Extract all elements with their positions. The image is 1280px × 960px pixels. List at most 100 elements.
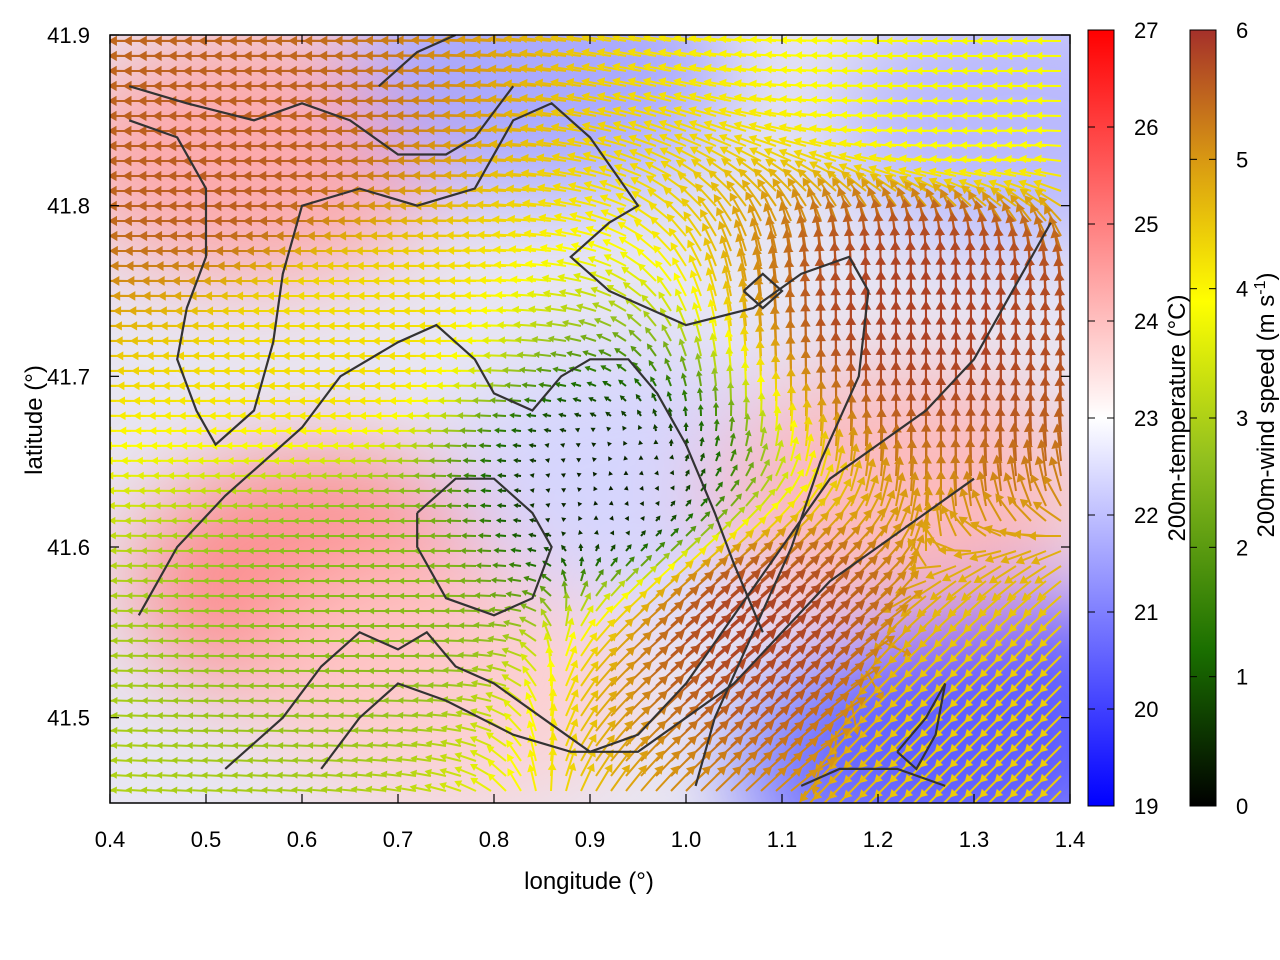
wind-vector-609 [582,165,612,177]
wind-vector-690 [840,171,867,192]
wind-vector-827 [982,191,1002,222]
x-tick-label: 0.4 [95,827,126,852]
wind-vector-1562 [489,397,507,404]
wind-vector-802 [600,209,627,222]
wind-vector-559 [793,149,822,162]
wind-vector-40 [688,35,717,43]
wind-vector-37 [642,35,672,43]
wind-vector-232 [688,77,717,87]
wind-vector-550 [659,147,687,162]
wind-vector-1509 [665,374,672,387]
wind-vector-1572 [651,392,657,402]
x-tick-label: 1.1 [767,827,798,852]
wind-vector-350 [534,108,567,118]
wind-vector-1440 [584,365,597,372]
wind-vector-1576 [712,384,719,402]
wind-vector-99 [611,47,642,57]
wind-vector-1378 [614,347,627,357]
wind-vector-574 [1019,154,1047,164]
wind-vector-573 [1004,154,1032,164]
wind-vector-999 [687,239,702,267]
wind-vector-357 [642,105,672,117]
y-tick-label: 41.7 [47,364,90,389]
x-tick-label: 1.3 [959,827,990,852]
wind-vector-354 [596,106,627,117]
colorbar-tick-label: 1 [1236,665,1248,690]
wind-vector-629 [883,165,912,177]
wind-vector-484 [628,134,657,147]
wind-vector-421 [643,119,672,132]
wind-vector-750 [787,177,807,207]
y-axis-title: latitude (°) [21,365,48,475]
wind-vector-565 [883,153,912,163]
wind-vector-800 [569,211,597,222]
wind-vector-558 [778,148,807,162]
wind-vector-63 [1035,36,1062,46]
wind-vector-1058 [604,269,627,282]
colorbar-tick-label: 22 [1134,503,1158,528]
wind-vector-447 [1034,126,1062,135]
wind-vector-353 [581,107,612,117]
wind-vector-994 [603,254,627,267]
wind-vector-33 [581,35,612,43]
wind-colorbar-title-main: 200m-wind speed (m s [1253,295,1280,538]
wind-vector-362 [718,106,747,117]
wind-vector-1247 [561,319,582,327]
wind-vector-547 [613,149,642,162]
wind-vector-1055 [557,273,582,282]
wind-vector-492 [748,134,777,147]
wind-vector-494 [778,136,807,147]
wind-vector-872 [700,208,717,237]
wind-vector-298 [718,92,747,102]
wind-vector-1192 [706,282,717,312]
wind-vector-639 [1033,167,1062,177]
wind-vector-862 [538,228,567,238]
wind-vector-1574 [681,389,688,402]
wind-vector-751 [802,177,822,207]
wind-vector-255 [1035,81,1062,90]
wind-vector-291 [612,91,642,102]
wind-vector-498 [838,139,867,148]
wind-vector-1445 [664,357,672,372]
wind-vector-1561 [471,396,492,405]
wind-vector-744 [695,183,717,207]
wind-vector-869 [650,216,672,237]
wind-vector-1503 [570,381,582,388]
wind-vector-797 [522,214,552,223]
wind-vector-1371 [499,351,522,359]
wind-vector-575 [1033,154,1062,164]
wind-vector-289 [581,92,612,102]
colorbar-tick-label: 23 [1134,406,1158,431]
wind-vector-561 [823,151,852,162]
wind-vector-1510 [680,372,687,387]
wind-vector-544 [566,152,597,162]
wind-vector-669 [521,184,552,193]
wind-vector-686 [782,168,807,192]
wind-vector-1183 [560,304,582,312]
wind-vector-1189 [658,291,672,312]
wind-vector-1121 [590,286,612,297]
wind-vector-428 [748,121,777,132]
wind-vector-691 [855,172,882,192]
wind-vector-1381 [663,340,672,357]
wind-vector-1311 [563,335,582,342]
wind-vector-363 [733,107,762,117]
wind-vector-425 [703,120,732,132]
wind-vector-97 [581,48,612,57]
colorbar-tick-label: 25 [1134,212,1158,237]
wind-vector-1570 [619,395,627,402]
wind-vector-572 [989,155,1017,164]
wind-vector-1064 [704,251,717,282]
colorbar-tick-label: 26 [1134,115,1158,140]
wind-vector-632 [928,167,957,177]
wind-vector-1436 [518,366,537,374]
wind-vector-1250 [610,316,627,327]
wind-vector-685 [768,168,792,192]
wind-vector-493 [763,135,792,147]
wind-vector-933 [651,230,672,252]
wind-vector-993 [587,255,612,267]
wind-vector-613 [644,161,672,177]
wind-vector-226 [596,77,627,87]
wind-vector-1379 [630,345,642,357]
